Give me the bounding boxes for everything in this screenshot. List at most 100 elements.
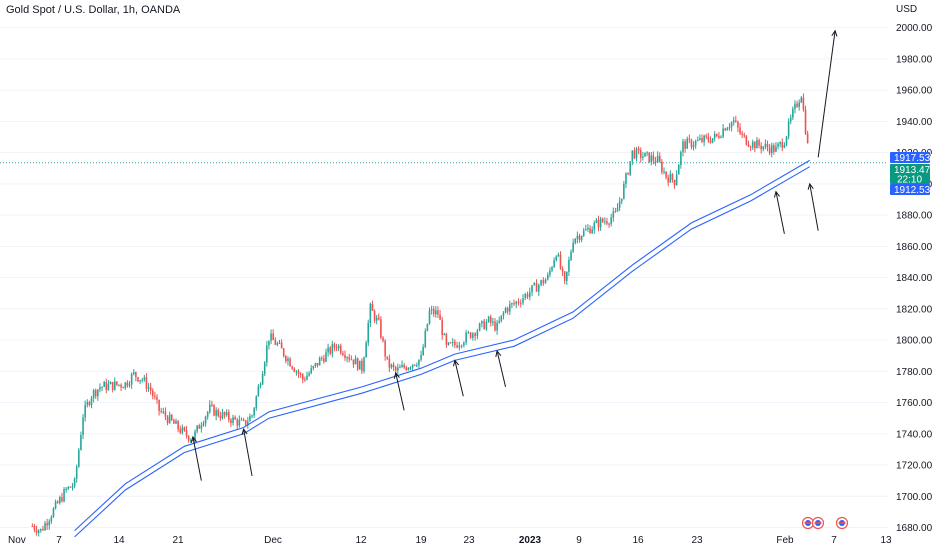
candle-body bbox=[777, 143, 779, 147]
candle-body bbox=[783, 145, 786, 148]
candle-body bbox=[618, 201, 621, 208]
candle-body bbox=[399, 367, 401, 369]
candle-body bbox=[568, 259, 570, 272]
candle-body bbox=[601, 218, 604, 222]
candle-body bbox=[447, 342, 450, 345]
candle-body bbox=[228, 412, 230, 420]
candle-body bbox=[445, 333, 448, 345]
candle-body bbox=[547, 274, 549, 280]
candle-body bbox=[244, 420, 247, 425]
arrow-head-icon bbox=[773, 190, 780, 198]
candle-body bbox=[456, 345, 458, 348]
candle-body bbox=[388, 358, 391, 368]
candle-body bbox=[574, 238, 577, 243]
y-tick-label: 1760.000 bbox=[896, 398, 932, 409]
candle-body bbox=[770, 145, 773, 154]
candle-body bbox=[561, 268, 564, 272]
candle-body bbox=[361, 360, 363, 372]
candle-body bbox=[498, 320, 501, 323]
candle-body bbox=[430, 309, 433, 311]
candle-body bbox=[522, 298, 524, 304]
candle-body bbox=[441, 319, 443, 336]
candle-body bbox=[97, 389, 99, 397]
candle-body bbox=[449, 342, 452, 344]
candle-body bbox=[646, 152, 648, 154]
candle-body bbox=[209, 404, 211, 412]
candle-body bbox=[128, 384, 131, 386]
candle-body bbox=[437, 310, 439, 315]
candle-body bbox=[397, 367, 399, 371]
candle-body bbox=[476, 330, 479, 337]
candle-body bbox=[474, 333, 476, 337]
candle-body bbox=[236, 419, 239, 426]
candle-body bbox=[291, 366, 293, 369]
arrow-head-icon bbox=[831, 29, 838, 37]
candle-body bbox=[137, 377, 139, 382]
candle-body bbox=[773, 145, 775, 152]
y-tick-label: 1720.000 bbox=[896, 461, 932, 472]
candle-body bbox=[625, 173, 627, 185]
candle-body bbox=[92, 390, 95, 398]
candle-body bbox=[485, 321, 488, 330]
candle-body bbox=[754, 141, 756, 149]
candle-body bbox=[130, 374, 133, 385]
x-tick-label: 7 bbox=[831, 535, 837, 546]
candle-body bbox=[716, 133, 718, 136]
candle-body bbox=[109, 381, 112, 385]
candle-body bbox=[747, 144, 750, 147]
x-tick-label: Nov bbox=[8, 535, 26, 546]
candle-body bbox=[504, 308, 507, 313]
annotation-arrow bbox=[496, 350, 507, 388]
candle-body bbox=[346, 357, 348, 359]
dividend-flag-icon[interactable] bbox=[811, 516, 825, 530]
candle-body bbox=[454, 341, 456, 346]
annotation-arrow bbox=[243, 429, 253, 477]
candle-body bbox=[154, 396, 156, 398]
annotation-arrows bbox=[190, 29, 838, 481]
candle-body bbox=[409, 367, 412, 369]
candle-body bbox=[724, 128, 727, 131]
candle-body bbox=[350, 359, 353, 361]
candle-body bbox=[796, 103, 798, 107]
candle-body bbox=[67, 486, 70, 489]
candle-body bbox=[149, 387, 152, 391]
candle-body bbox=[198, 425, 201, 429]
candle-body bbox=[439, 314, 441, 320]
chart-grid bbox=[0, 27, 888, 529]
candle-body bbox=[339, 345, 342, 354]
candle-body bbox=[304, 379, 306, 381]
candle-body bbox=[202, 423, 205, 426]
candle-body bbox=[394, 367, 397, 371]
candle-body bbox=[382, 337, 384, 341]
candle-body bbox=[576, 235, 579, 239]
candle-body bbox=[751, 141, 754, 148]
candle-body bbox=[648, 152, 650, 163]
annotation-arrow bbox=[192, 436, 202, 481]
candle-body bbox=[768, 147, 771, 154]
candle-body bbox=[126, 382, 129, 386]
event-flag-icon[interactable] bbox=[835, 516, 849, 530]
candle-body bbox=[113, 381, 116, 390]
candle-body bbox=[371, 303, 374, 311]
candle-body bbox=[181, 427, 184, 433]
price-badge-timer: 22:10 bbox=[897, 175, 922, 186]
candle-body bbox=[329, 347, 332, 354]
candle-body bbox=[272, 333, 274, 341]
candle-body bbox=[78, 449, 80, 467]
candle-body bbox=[502, 312, 505, 316]
candle-body bbox=[35, 529, 38, 533]
candle-body bbox=[711, 138, 714, 143]
ma-band-line bbox=[74, 166, 810, 538]
candle-body bbox=[551, 267, 553, 271]
candle-body bbox=[266, 345, 268, 363]
y-tick-label: 1700.000 bbox=[896, 492, 932, 503]
candle-body bbox=[213, 405, 215, 416]
earnings-flag-icon[interactable] bbox=[801, 516, 815, 530]
candle-body bbox=[145, 377, 148, 389]
candle-body bbox=[566, 271, 568, 281]
candle-body bbox=[496, 322, 498, 331]
candle-body bbox=[779, 142, 781, 144]
candle-body bbox=[553, 260, 555, 268]
annotation-arrow bbox=[817, 30, 836, 158]
